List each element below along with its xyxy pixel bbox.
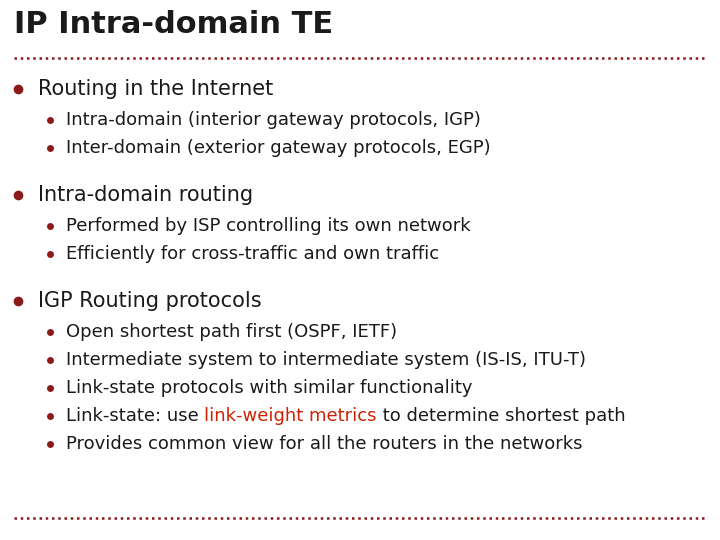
Text: link-weight metrics: link-weight metrics <box>204 407 377 424</box>
Text: Inter-domain (exterior gateway protocols, EGP): Inter-domain (exterior gateway protocols… <box>66 139 490 157</box>
Text: Link-state protocols with similar functionality: Link-state protocols with similar functi… <box>66 379 472 396</box>
Text: IP Intra-domain TE: IP Intra-domain TE <box>14 10 333 39</box>
Text: Link-state: use: Link-state: use <box>66 407 204 424</box>
Text: Intra-domain routing: Intra-domain routing <box>38 185 253 205</box>
Text: Efficiently for cross-traffic and own traffic: Efficiently for cross-traffic and own tr… <box>66 245 439 262</box>
Text: Routing in the Internet: Routing in the Internet <box>38 79 274 99</box>
Text: IGP Routing protocols: IGP Routing protocols <box>38 292 261 312</box>
Text: Provides common view for all the routers in the networks: Provides common view for all the routers… <box>66 435 582 453</box>
Text: Open shortest path first (OSPF, IETF): Open shortest path first (OSPF, IETF) <box>66 322 397 341</box>
Text: Intra-domain (interior gateway protocols, IGP): Intra-domain (interior gateway protocols… <box>66 111 481 129</box>
Text: Intermediate system to intermediate system (IS-IS, ITU-T): Intermediate system to intermediate syst… <box>66 350 586 369</box>
Text: Performed by ISP controlling its own network: Performed by ISP controlling its own net… <box>66 217 471 234</box>
Text: to determine shortest path: to determine shortest path <box>377 407 626 424</box>
